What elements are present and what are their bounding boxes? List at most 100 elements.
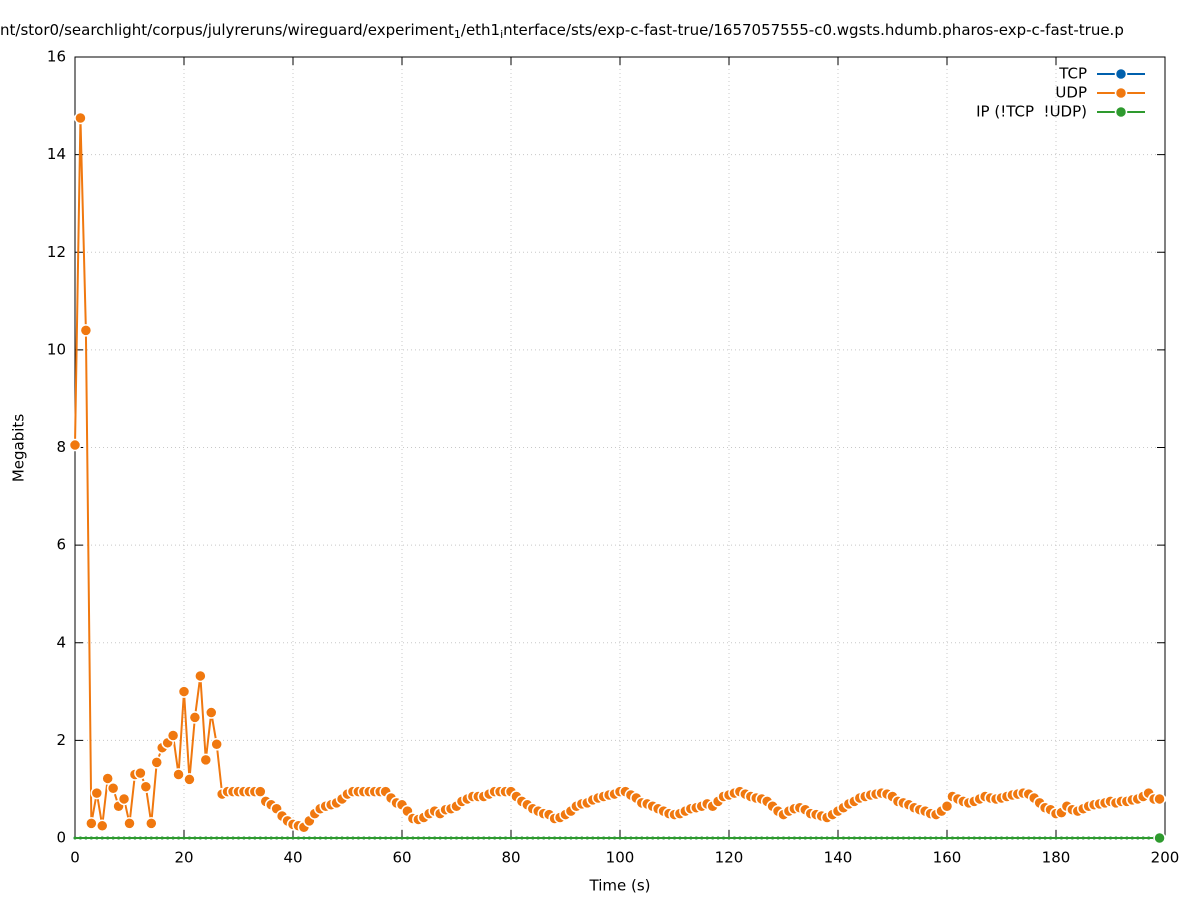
point: [1049, 836, 1053, 840]
point: [716, 836, 720, 840]
point: [482, 836, 486, 840]
x-tick-label: 180: [1042, 849, 1071, 867]
point: [100, 836, 104, 840]
legend-label: IP (!TCP !UDP): [976, 103, 1087, 121]
point: [395, 836, 399, 840]
point: [1098, 836, 1102, 840]
point: [111, 836, 115, 840]
point: [1021, 836, 1025, 840]
point: [542, 836, 546, 840]
point: [199, 753, 213, 767]
point: [106, 781, 120, 795]
point: [940, 836, 944, 840]
point: [405, 836, 409, 840]
point: [144, 836, 148, 840]
point: [907, 836, 911, 840]
point: [269, 836, 273, 840]
point: [1016, 836, 1020, 840]
point: [318, 836, 322, 840]
point: [1043, 836, 1047, 840]
point: [145, 817, 158, 830]
point: [476, 836, 480, 840]
point: [460, 836, 464, 840]
point: [629, 836, 633, 840]
point: [498, 836, 502, 840]
point: [607, 836, 611, 840]
point: [1054, 836, 1058, 840]
point: [1103, 836, 1107, 840]
point: [117, 836, 121, 840]
point: [656, 836, 660, 840]
point: [782, 836, 785, 840]
point: [743, 836, 747, 840]
point: [183, 773, 196, 786]
point: [182, 836, 186, 840]
x-tick-label: 20: [174, 849, 193, 867]
point: [836, 836, 840, 840]
legend-marker: [1114, 86, 1128, 100]
point: [814, 836, 818, 840]
point: [934, 836, 938, 840]
point: [1119, 836, 1123, 840]
point: [667, 836, 671, 840]
point: [384, 836, 388, 840]
point: [1130, 836, 1134, 840]
point: [651, 836, 655, 840]
point: [1076, 836, 1080, 840]
title-part: 1: [454, 28, 461, 41]
point: [133, 836, 137, 840]
series-line: [74, 117, 1160, 829]
point: [356, 836, 360, 840]
point: [841, 836, 845, 840]
point: [983, 836, 987, 840]
point: [258, 836, 262, 840]
point: [809, 836, 813, 840]
point: [1141, 836, 1145, 840]
point: [798, 836, 802, 840]
point: [123, 817, 136, 830]
point: [90, 786, 104, 800]
point: [194, 669, 207, 683]
point: [705, 836, 709, 840]
point: [558, 836, 562, 840]
point: [852, 836, 856, 840]
point: [85, 817, 98, 830]
point: [253, 836, 257, 840]
point: [242, 836, 246, 840]
point: [569, 836, 573, 840]
chart-title: nt/stor0/searchlight/corpus/julyreruns/w…: [0, 21, 1124, 42]
point: [172, 768, 185, 781]
point: [264, 836, 268, 840]
point: [967, 836, 971, 840]
point: [912, 836, 916, 840]
point: [89, 836, 93, 840]
point: [237, 836, 240, 840]
point: [226, 836, 230, 840]
x-tick-label: 60: [392, 849, 411, 867]
point: [329, 836, 333, 840]
point: [940, 800, 954, 813]
x-tick-label: 200: [1151, 849, 1180, 867]
point: [602, 836, 606, 840]
point: [678, 836, 682, 840]
point: [296, 836, 300, 840]
y-tick-label: 0: [56, 829, 66, 847]
point: [929, 836, 933, 840]
point: [187, 836, 191, 840]
point: [749, 836, 753, 840]
point: [640, 836, 644, 840]
y-tick-label: 10: [47, 340, 66, 358]
point: [1147, 836, 1151, 840]
point: [514, 836, 518, 840]
point: [193, 836, 197, 840]
point: [1081, 836, 1085, 840]
point: [367, 836, 371, 840]
point: [509, 836, 513, 840]
point: [1087, 836, 1091, 840]
point: [1070, 836, 1074, 840]
point: [574, 836, 578, 840]
point: [547, 836, 551, 840]
point: [918, 836, 922, 840]
point: [487, 836, 491, 840]
